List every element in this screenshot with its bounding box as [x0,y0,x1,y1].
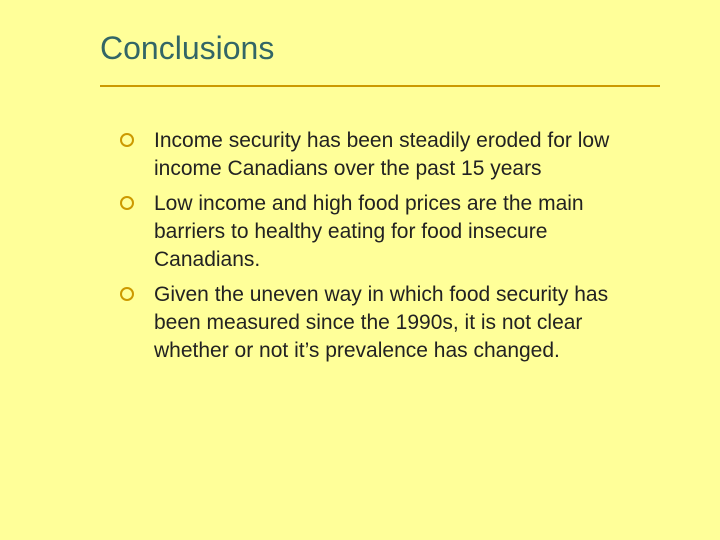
slide-title: Conclusions [100,30,660,75]
list-item: Low income and high food prices are the … [120,190,650,275]
list-item: Income security has been steadily eroded… [120,127,650,184]
list-item: Given the uneven way in which food secur… [120,281,650,366]
bullet-list: Income security has been steadily eroded… [100,127,660,366]
circle-bullet-icon [120,287,134,301]
slide: Conclusions Income security has been ste… [0,0,720,540]
circle-bullet-icon [120,133,134,147]
bullet-text: Income security has been steadily eroded… [154,129,609,180]
title-underline [100,85,660,87]
circle-bullet-icon [120,196,134,210]
bullet-text: Low income and high food prices are the … [154,192,584,272]
bullet-text: Given the uneven way in which food secur… [154,283,608,363]
